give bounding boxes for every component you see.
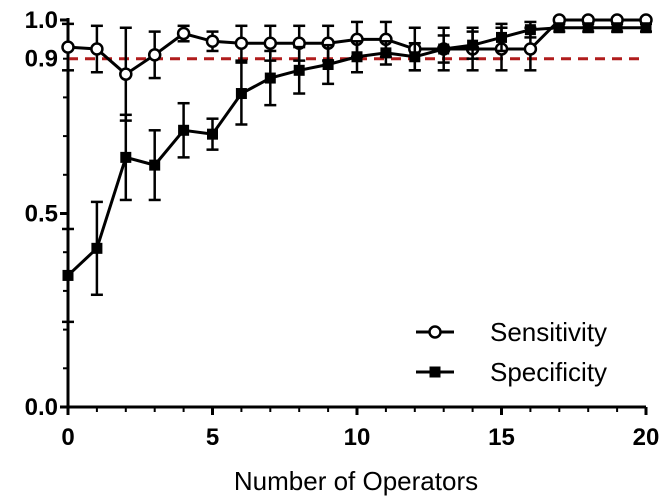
- reference-line-label: 0.9: [25, 46, 58, 73]
- data-point: [147, 48, 162, 62]
- data-point: [438, 43, 450, 55]
- data-point: [611, 22, 623, 34]
- data-point: [264, 72, 276, 84]
- legend-label: Specificity: [490, 357, 607, 387]
- data-point: [207, 128, 218, 140]
- data-point: [409, 51, 421, 63]
- data-point: [351, 51, 363, 63]
- legend-marker: [428, 325, 442, 339]
- data-point: [640, 22, 652, 34]
- legend: Sensitivity Specificity: [416, 317, 607, 387]
- legend-label: Sensitivity: [490, 317, 607, 347]
- data-point: [119, 67, 133, 81]
- data-point: [380, 47, 392, 59]
- data-point: [176, 26, 191, 41]
- y-tick-label: 0.5: [25, 201, 58, 228]
- data-point: [582, 22, 594, 34]
- data-point: [62, 269, 74, 281]
- data-point: [120, 151, 132, 163]
- x-tick-label: 0: [61, 424, 74, 451]
- series-specificity: [62, 20, 652, 324]
- data-point: [523, 42, 538, 56]
- data-point: [467, 39, 479, 51]
- x-tick-label: 5: [206, 424, 219, 451]
- data-point: [293, 64, 305, 76]
- y-tick-label: 0.0: [25, 394, 58, 421]
- data-point: [524, 24, 536, 36]
- axes: 0.0 0.5 1.0 0 5 10 15 20: [25, 7, 660, 451]
- legend-marker: [429, 366, 441, 378]
- data-point: [496, 31, 507, 43]
- data-point: [553, 22, 565, 34]
- x-tick-label: 15: [488, 424, 515, 451]
- data-point: [235, 88, 247, 100]
- data-point: [90, 42, 104, 56]
- data-point: [61, 40, 75, 54]
- x-axis-title: Number of Operators: [234, 466, 478, 496]
- y-tick-label: 1.0: [25, 7, 58, 34]
- x-tick-label: 20: [633, 424, 660, 451]
- legend-item-sensitivity: Sensitivity: [416, 317, 607, 347]
- data-point: [178, 124, 190, 136]
- data-point: [263, 36, 278, 50]
- data-point: [91, 242, 103, 254]
- x-tick-label: 10: [344, 424, 371, 451]
- series-group: [61, 13, 653, 324]
- data-point: [234, 36, 249, 50]
- data-point: [205, 34, 220, 49]
- data-point: [322, 59, 334, 71]
- legend-item-specificity: Specificity: [416, 357, 607, 387]
- data-point: [149, 159, 161, 171]
